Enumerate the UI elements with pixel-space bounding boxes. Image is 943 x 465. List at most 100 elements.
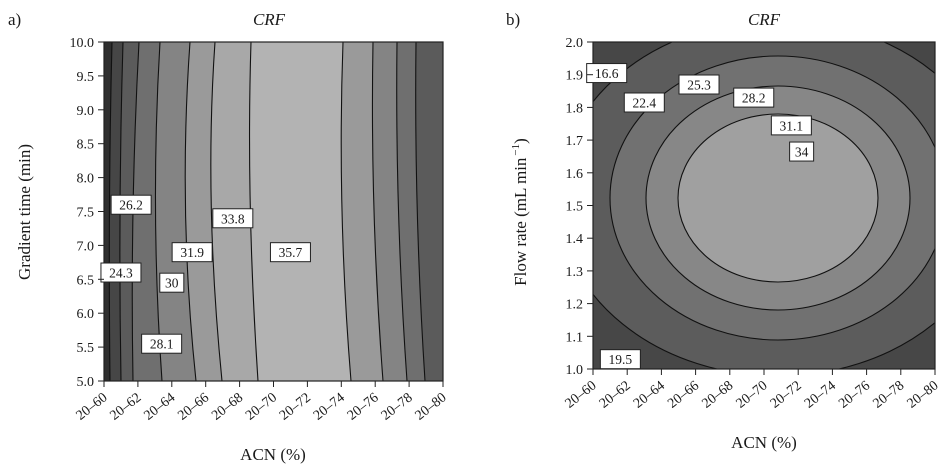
y-tick-label: 1.7 — [566, 134, 584, 149]
contour-line-a-7 — [248, 42, 259, 381]
y-tick-label: 9.5 — [77, 70, 95, 85]
contour-label-box — [599, 349, 641, 370]
contour-label-box — [141, 333, 183, 354]
x-tick-label: 20–78 — [379, 390, 416, 423]
contour-line-b-4 — [609, 55, 935, 341]
contour-label-box — [171, 242, 213, 263]
contour-band-a-mid-2 — [155, 42, 196, 381]
y-tick-label: 9.0 — [77, 104, 95, 119]
y-tick-label: 6.0 — [77, 307, 95, 322]
x-tick-label: 20–62 — [108, 390, 145, 423]
contour-label: 25.3 — [687, 78, 711, 93]
x-tick-label: 20–76 — [345, 390, 382, 423]
contour-label: 33.8 — [221, 211, 245, 226]
contour-label-box — [770, 115, 812, 136]
x-axis-label-b: ACN (%) — [731, 433, 797, 452]
panel-a: a) CRF — [8, 10, 449, 464]
y-tick-label: 1.2 — [566, 298, 584, 313]
contour-band-a-right-4 — [415, 42, 443, 381]
chart-title-a: CRF — [253, 10, 286, 29]
y-axis-label-b-close: ) — [511, 138, 530, 144]
contour-label: 28.1 — [150, 337, 174, 352]
contour-line-a-11 — [415, 42, 426, 381]
contour-labels-b: 16.6 22.4 25.3 28.2 31.1 34 19.5 — [586, 63, 815, 370]
y-tick-label: 10.0 — [70, 36, 95, 51]
x-tick-label: 20–60 — [563, 378, 600, 411]
contour-label: 35.7 — [279, 245, 303, 260]
x-tick-label: 20–74 — [802, 378, 839, 411]
contour-label-box — [159, 272, 185, 293]
x-tick-label: 20–66 — [665, 378, 702, 411]
x-axis-ticks-b: 20–6020–6220–6420–6620–6820–7020–7220–74… — [563, 369, 942, 412]
x-tick-label: 20–60 — [74, 390, 111, 423]
contour-lines-b — [593, 42, 935, 369]
contour-label: 26.2 — [119, 198, 143, 213]
contour-label: 24.3 — [109, 266, 133, 281]
contour-line-a-9 — [371, 42, 384, 381]
contour-band-b-6 — [678, 114, 878, 282]
x-tick-label: 20–64 — [141, 390, 178, 423]
x-tick-label: 20–72 — [277, 390, 314, 423]
contour-label: 16.6 — [595, 66, 619, 81]
y-tick-label: 1.5 — [566, 200, 584, 215]
contour-label: 31.1 — [780, 118, 804, 133]
x-tick-label: 20–74 — [311, 390, 348, 423]
y-tick-label: 7.5 — [77, 206, 95, 221]
contour-label-box — [623, 92, 665, 113]
contour-label: 19.5 — [609, 352, 633, 367]
contour-line-a-10 — [396, 42, 408, 381]
x-tick-label: 20–66 — [175, 390, 212, 423]
chart-title-b: CRF — [748, 10, 781, 29]
contour-label: 22.4 — [632, 95, 656, 110]
y-tick-label: 1.6 — [566, 167, 584, 182]
y-axis-ticks-a: 5.0 5.5 6.0 6.5 7.0 7.5 8.0 8.5 9.0 9.5 10.0 — [70, 36, 104, 390]
y-tick-label: 1.4 — [566, 232, 584, 247]
panel-label-b: b) — [506, 10, 520, 29]
x-tick-label: 20–78 — [870, 378, 907, 411]
x-tick-label: 20–70 — [734, 378, 771, 411]
x-axis-label-a: ACN (%) — [240, 445, 306, 464]
y-tick-label: 1.0 — [566, 363, 584, 378]
x-tick-label: 20–62 — [597, 378, 634, 411]
y-tick-label: 1.8 — [566, 101, 584, 116]
contour-line-a-8 — [340, 42, 352, 381]
x-tick-label: 20–80 — [905, 378, 942, 411]
x-tick-label: 20–68 — [699, 378, 736, 411]
contour-line-b-5 — [645, 85, 911, 311]
x-tick-label: 20–68 — [209, 390, 246, 423]
y-tick-label: 1.9 — [566, 69, 584, 84]
x-tick-label: 20–80 — [413, 390, 450, 423]
contour-label: 30 — [165, 276, 179, 291]
y-axis-label-b-main: Flow rate (mL min — [511, 157, 530, 286]
contour-line-a-1 — [108, 42, 113, 381]
y-tick-label: 1.3 — [566, 265, 584, 280]
y-tick-label: 5.5 — [77, 341, 95, 356]
x-tick-label: 20–70 — [243, 390, 280, 423]
y-axis-label-b-sup: −1 — [510, 144, 522, 156]
contour-label-box — [678, 74, 720, 95]
contour-label-box — [212, 208, 254, 229]
contour-line-a-6 — [210, 42, 223, 381]
y-axis-label-a: Gradient time (min) — [15, 144, 34, 280]
y-tick-label: 8.5 — [77, 138, 95, 153]
contour-label: 28.2 — [742, 91, 766, 106]
y-tick-label: 6.5 — [77, 273, 95, 288]
contour-label-box — [789, 141, 815, 162]
panel-label-a: a) — [8, 10, 21, 29]
x-tick-label: 20–76 — [836, 378, 873, 411]
y-tick-label: 8.0 — [77, 172, 95, 187]
panel-b: b) CRF 16.6 22.4 25.3 28.2 31.1 34 19.5 1.0 1.1… — [506, 10, 942, 452]
y-axis-label-b: Flow rate (mL min−1) — [510, 138, 530, 286]
contour-line-a-5 — [184, 42, 197, 381]
contour-plot-a — [104, 42, 443, 381]
x-tick-label: 20–64 — [631, 378, 668, 411]
y-tick-label: 1.1 — [566, 330, 584, 345]
y-tick-label: 2.0 — [566, 36, 584, 51]
y-axis-ticks-b: 1.0 1.1 1.2 1.3 1.4 1.5 1.6 1.7 1.8 1.9 2.0 — [566, 36, 593, 378]
contour-line-b-6 — [677, 113, 879, 283]
x-axis-ticks-a: 20–6020–6220–6420–6620–6820–7020–7220–74… — [74, 381, 450, 424]
contour-label-box — [733, 87, 775, 108]
x-tick-label: 20–72 — [768, 378, 805, 411]
contour-labels-a: 26.2 24.3 31.9 30 28.1 33.8 35.7 — [100, 194, 311, 354]
